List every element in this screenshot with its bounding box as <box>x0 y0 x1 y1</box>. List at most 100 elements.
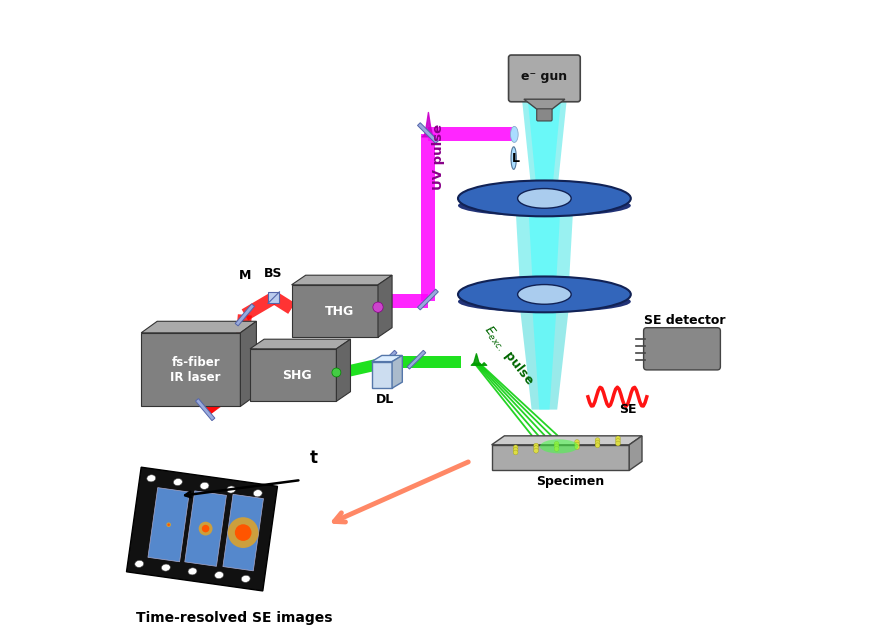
Circle shape <box>534 448 538 453</box>
Text: $E_{exc.}$ pulse: $E_{exc.}$ pulse <box>480 322 538 388</box>
Ellipse shape <box>215 572 224 579</box>
Circle shape <box>514 447 518 452</box>
Polygon shape <box>522 99 567 192</box>
Text: Time-resolved SE images: Time-resolved SE images <box>136 611 332 625</box>
Polygon shape <box>235 304 255 326</box>
Polygon shape <box>492 436 642 445</box>
Ellipse shape <box>254 490 263 497</box>
Polygon shape <box>378 275 392 337</box>
Polygon shape <box>407 350 426 369</box>
Text: THG: THG <box>324 305 354 317</box>
Polygon shape <box>250 349 337 401</box>
Polygon shape <box>240 321 256 406</box>
Polygon shape <box>271 292 295 314</box>
Polygon shape <box>416 356 461 368</box>
Text: M: M <box>239 269 251 282</box>
Polygon shape <box>141 321 256 333</box>
Polygon shape <box>515 208 573 288</box>
Circle shape <box>615 438 621 444</box>
Polygon shape <box>292 275 392 285</box>
Ellipse shape <box>173 479 182 486</box>
FancyBboxPatch shape <box>537 109 552 121</box>
Circle shape <box>373 302 383 312</box>
Ellipse shape <box>200 483 209 490</box>
Ellipse shape <box>162 564 171 571</box>
Polygon shape <box>529 208 560 288</box>
Polygon shape <box>378 294 428 308</box>
Polygon shape <box>528 99 561 192</box>
Text: SHG: SHG <box>283 369 312 381</box>
Ellipse shape <box>511 147 516 170</box>
Polygon shape <box>421 134 435 301</box>
Circle shape <box>202 525 210 532</box>
Ellipse shape <box>458 276 631 312</box>
Ellipse shape <box>241 575 250 582</box>
Polygon shape <box>378 350 397 369</box>
Ellipse shape <box>226 486 236 493</box>
Polygon shape <box>428 127 513 141</box>
Circle shape <box>166 522 171 527</box>
Circle shape <box>228 517 258 548</box>
Ellipse shape <box>188 568 197 575</box>
Circle shape <box>575 445 580 449</box>
Polygon shape <box>195 399 215 420</box>
Polygon shape <box>223 494 263 571</box>
Polygon shape <box>392 355 402 388</box>
Text: fs-fiber
IR laser: fs-fiber IR laser <box>171 356 221 383</box>
Polygon shape <box>519 298 570 410</box>
Polygon shape <box>335 356 389 380</box>
Ellipse shape <box>458 195 631 216</box>
Polygon shape <box>371 355 402 362</box>
Circle shape <box>534 443 538 448</box>
FancyBboxPatch shape <box>644 328 720 370</box>
Polygon shape <box>241 292 278 321</box>
Circle shape <box>554 444 559 449</box>
Circle shape <box>554 442 559 446</box>
Polygon shape <box>531 298 557 410</box>
Text: DL: DL <box>376 393 394 406</box>
Polygon shape <box>629 436 642 470</box>
Ellipse shape <box>458 180 631 216</box>
Circle shape <box>595 443 600 448</box>
Ellipse shape <box>518 285 571 304</box>
Circle shape <box>332 368 341 377</box>
Circle shape <box>615 441 621 446</box>
Circle shape <box>167 524 170 526</box>
Polygon shape <box>524 99 565 110</box>
Polygon shape <box>492 445 629 470</box>
Polygon shape <box>250 339 350 349</box>
Circle shape <box>595 438 600 443</box>
Polygon shape <box>201 378 245 415</box>
Circle shape <box>514 445 518 450</box>
Polygon shape <box>417 123 438 143</box>
Text: SE: SE <box>619 403 636 416</box>
Polygon shape <box>233 314 252 362</box>
Circle shape <box>199 522 212 536</box>
Ellipse shape <box>458 291 631 312</box>
Polygon shape <box>268 292 279 303</box>
Circle shape <box>554 447 559 451</box>
Circle shape <box>534 445 538 451</box>
Ellipse shape <box>510 126 518 142</box>
FancyBboxPatch shape <box>508 55 580 102</box>
Polygon shape <box>201 367 255 415</box>
Text: Specimen: Specimen <box>536 476 604 488</box>
Text: SE detector: SE detector <box>644 314 725 326</box>
Text: BS: BS <box>263 267 282 280</box>
Polygon shape <box>371 362 392 388</box>
Ellipse shape <box>147 475 156 482</box>
Text: UV pulse: UV pulse <box>432 124 446 190</box>
Ellipse shape <box>134 561 144 568</box>
Polygon shape <box>148 488 189 562</box>
Polygon shape <box>126 467 278 591</box>
Ellipse shape <box>540 439 578 453</box>
Polygon shape <box>292 285 378 337</box>
Circle shape <box>615 436 621 441</box>
Circle shape <box>235 524 251 541</box>
Polygon shape <box>185 491 226 566</box>
Text: e⁻ gun: e⁻ gun <box>522 70 568 83</box>
Circle shape <box>575 440 580 444</box>
Text: t: t <box>310 449 318 467</box>
Polygon shape <box>417 289 438 310</box>
Polygon shape <box>337 339 350 401</box>
